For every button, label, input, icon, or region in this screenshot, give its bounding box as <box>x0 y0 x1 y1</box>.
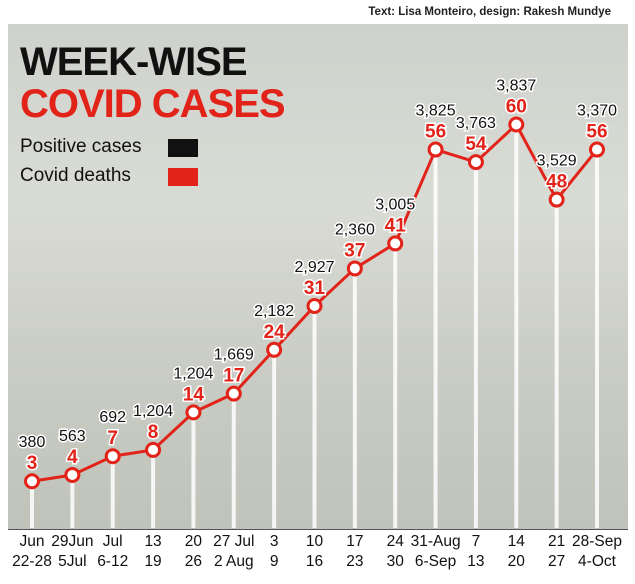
chart-title-line-1: WEEK-WISE <box>20 40 248 84</box>
data-point-marker <box>508 116 525 133</box>
positive-cases-label: 2,182 <box>254 303 294 320</box>
x-tick-label: 21 <box>548 533 565 550</box>
x-tick-label: 9 <box>270 553 279 570</box>
x-tick-label: 22-28 <box>12 553 52 570</box>
x-tick-label: 19 <box>144 553 161 570</box>
deaths-label: 56 <box>425 122 446 143</box>
legend-swatch-deaths <box>168 168 198 186</box>
x-tick-label: 27 Jul <box>213 533 254 550</box>
x-tick-label: Jun <box>20 533 45 550</box>
deaths-label: 14 <box>183 384 205 405</box>
data-point-marker <box>467 154 484 171</box>
x-tick-label: 16 <box>306 553 323 570</box>
x-tick-label: 7 <box>472 533 481 550</box>
positive-cases-label: 3,370 <box>577 103 617 120</box>
data-point-marker <box>387 235 404 252</box>
positive-cases-label: 692 <box>99 409 126 426</box>
deaths-label: 54 <box>465 134 487 155</box>
x-tick-label: 30 <box>387 553 405 570</box>
deaths-label: 48 <box>546 172 567 193</box>
x-axis-line <box>8 529 628 530</box>
x-tick-label: 6-12 <box>97 553 128 570</box>
x-tick-label: 14 <box>508 533 526 550</box>
data-point-marker <box>346 260 363 277</box>
positive-cases-label: 1,669 <box>214 347 254 364</box>
x-tick-label: 20 <box>185 533 203 550</box>
x-tick-label: 17 <box>346 533 363 550</box>
deaths-label: 24 <box>264 322 286 343</box>
x-tick-label: 29Jun <box>51 533 93 550</box>
deaths-label: 4 <box>67 447 78 468</box>
x-tick-label: 13 <box>144 533 161 550</box>
legend-label-positive: Positive cases <box>20 136 142 157</box>
positive-cases-label: 3,763 <box>456 115 496 132</box>
x-tick-label: 3 <box>270 533 279 550</box>
data-point-marker <box>104 448 121 465</box>
positive-cases-label: 2,927 <box>294 259 334 276</box>
data-point-marker <box>266 341 283 358</box>
x-tick-label: 23 <box>346 553 363 570</box>
x-tick-label: 6-Sep <box>415 553 456 570</box>
positive-cases-label: 3,529 <box>537 153 577 170</box>
data-point-marker <box>306 298 323 314</box>
positive-cases-label: 3,005 <box>375 196 415 213</box>
positive-cases-label: 380 <box>19 434 46 451</box>
deaths-label: 3 <box>27 453 38 474</box>
positive-cases-label: 3,825 <box>416 103 456 120</box>
x-tick-label: 31-Aug <box>411 533 461 550</box>
deaths-label: 17 <box>223 366 244 387</box>
data-point-marker <box>589 141 605 158</box>
data-point-marker <box>185 404 202 421</box>
deaths-label: 56 <box>586 122 607 143</box>
chart-title-line-2: COVID CASES <box>20 82 286 126</box>
x-tick-label: 10 <box>306 533 324 550</box>
positive-cases-label: 563 <box>59 428 86 445</box>
data-point-marker <box>427 141 444 158</box>
x-tick-label: 5Jul <box>58 553 86 570</box>
chart-panel: WEEK-WISE COVID CASES Positive cases Cov… <box>8 24 628 529</box>
data-point-marker <box>225 385 242 402</box>
x-tick-label: 26 <box>185 553 202 570</box>
deaths-label: 60 <box>506 97 527 118</box>
x-tick-label: 24 <box>387 533 405 550</box>
positive-cases-label: 3,837 <box>496 78 536 95</box>
data-point-marker <box>24 473 40 490</box>
positive-cases-label: 1,204 <box>133 403 173 420</box>
x-tick-label: 27 <box>548 553 565 570</box>
deaths-label: 37 <box>344 240 365 261</box>
x-tick-label: 4-Oct <box>578 553 617 570</box>
deaths-label: 41 <box>385 215 407 236</box>
data-point-marker <box>64 466 81 483</box>
legend-label-deaths: Covid deaths <box>20 165 131 186</box>
x-tick-label: Jul <box>103 533 123 550</box>
data-point-marker <box>548 191 565 208</box>
x-tick-label: 28-Sep <box>572 533 622 550</box>
x-tick-label: 20 <box>508 553 526 570</box>
deaths-label: 8 <box>148 422 159 443</box>
x-tick-label: 2 Aug <box>214 553 254 570</box>
positive-cases-label: 1,204 <box>173 365 213 382</box>
deaths-label: 7 <box>107 428 118 449</box>
credit-line: Text: Lisa Monteiro, design: Rakesh Mund… <box>368 6 611 18</box>
deaths-label: 31 <box>304 278 326 299</box>
legend-swatch-positive <box>168 139 198 157</box>
x-tick-label: 13 <box>467 553 484 570</box>
data-point-marker <box>145 441 162 458</box>
positive-cases-label: 2,360 <box>335 221 375 238</box>
